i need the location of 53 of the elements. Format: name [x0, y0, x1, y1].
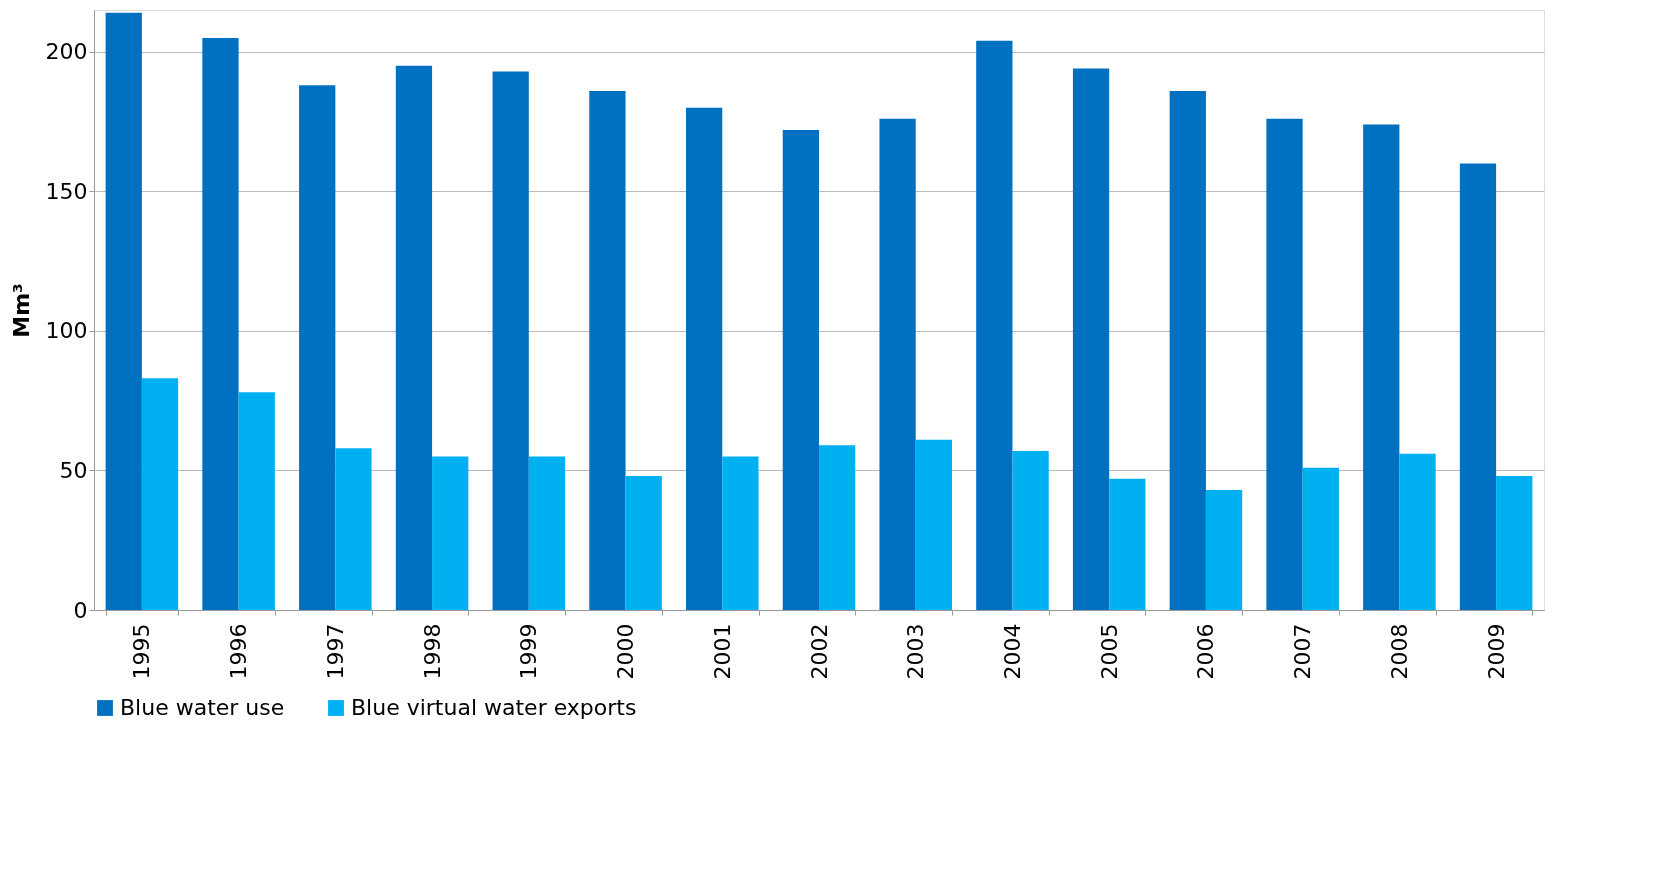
- bar: [141, 378, 179, 610]
- bar: [782, 130, 819, 610]
- x-tick-label: 1997: [322, 623, 348, 680]
- bar: [395, 65, 433, 610]
- bar: [1205, 490, 1243, 610]
- bar: [1302, 467, 1339, 610]
- x-tick-label: 2008: [1386, 623, 1412, 680]
- bar: [432, 456, 469, 610]
- bar: [625, 476, 662, 610]
- y-tick-label: 50: [59, 457, 88, 483]
- bar: [819, 445, 856, 610]
- y-tick-label: 150: [45, 178, 88, 204]
- x-tick-label: 2003: [903, 623, 929, 680]
- x-tick-label: 2001: [709, 623, 735, 680]
- x-tick-label: 2007: [1290, 623, 1316, 680]
- x-tick-label: 2002: [806, 623, 832, 680]
- bar: [1496, 476, 1533, 610]
- bar: [1459, 163, 1497, 610]
- bar: [722, 456, 759, 610]
- bar: [1399, 453, 1436, 610]
- bar: [1109, 478, 1146, 610]
- x-tick-label: 2004: [999, 623, 1025, 680]
- bar: [492, 71, 529, 610]
- bar: [1363, 124, 1400, 610]
- bar: [589, 90, 626, 610]
- bar: [1012, 450, 1049, 610]
- bar: [685, 107, 723, 610]
- y-axis-title: Mm³: [8, 283, 34, 338]
- x-tick-label: 1999: [516, 623, 542, 680]
- bar: [335, 448, 372, 610]
- y-tick-label: 200: [45, 39, 88, 65]
- bar: [1266, 118, 1303, 610]
- bar: [976, 40, 1013, 610]
- x-tick-label: 1996: [226, 623, 252, 680]
- y-tick-label: 0: [73, 597, 88, 623]
- y-tick-label: 100: [45, 318, 88, 344]
- bar: [879, 118, 916, 610]
- x-tick-label: 1998: [419, 623, 445, 680]
- bar: [528, 456, 566, 610]
- x-tick-label: 2005: [1096, 623, 1122, 680]
- bar: [105, 12, 142, 610]
- legend-label: Blue virtual water exports: [351, 695, 637, 720]
- bar: [915, 439, 953, 610]
- bar: [1169, 90, 1206, 610]
- legend-label: Blue water use: [120, 695, 285, 720]
- x-tick-label: 2006: [1193, 623, 1219, 680]
- bar: [299, 85, 336, 610]
- bar: [238, 392, 275, 610]
- x-tick-label: 2009: [1483, 623, 1509, 680]
- bar: [1072, 68, 1110, 610]
- bar: [202, 37, 239, 610]
- x-tick-label: 1995: [129, 623, 155, 680]
- x-tick-label: 2000: [613, 623, 639, 680]
